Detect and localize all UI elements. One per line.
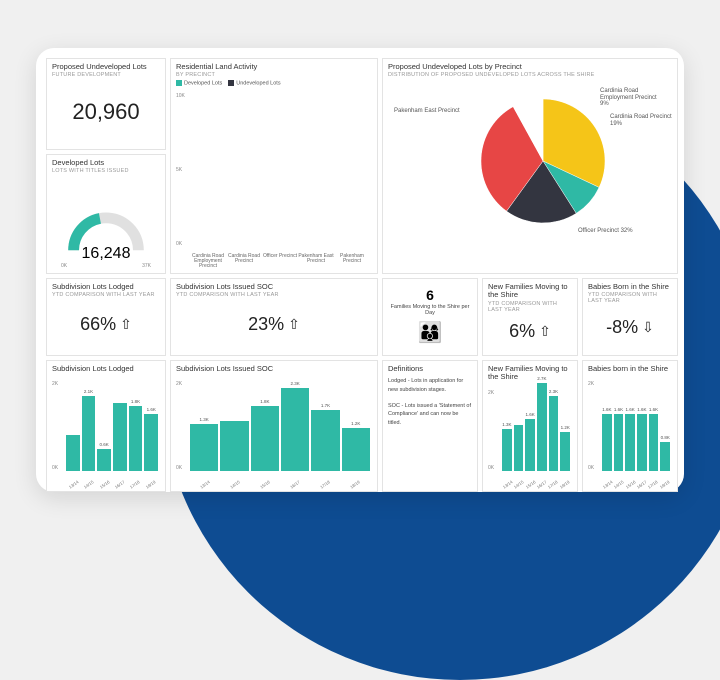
card-residential-activity[interactable]: Residential Land Activity BY PRECINCT De… <box>170 58 378 274</box>
mini4-title: Babies born in the Shire <box>588 365 672 373</box>
pie-title: Proposed Undeveloped Lots by Precinct <box>388 63 672 71</box>
kpi-babies-val: -8% <box>606 317 638 338</box>
up-arrow-icon: ⇧ <box>120 316 132 333</box>
family-people-icon: 👨‍👩‍👦 <box>388 320 472 345</box>
developed-value: 16,248 <box>82 245 131 263</box>
dashboard-container: Proposed Undeveloped Lots FUTURE DEVELOP… <box>36 48 684 492</box>
developed-gauge: 16,248 0K37K <box>52 174 160 269</box>
mini4-chart: 2K0K1.6K1.6K1.6K1.6K1.6K0.8K13/1414/1515… <box>588 375 672 487</box>
proposed-value: 20,960 <box>52 99 160 125</box>
kpi-new-families[interactable]: New Families Moving to the Shire YTD COM… <box>482 278 578 356</box>
mini3-chart: 2K0K1.3K1.6K2.7K2.3K1.2K13/1414/1515/161… <box>488 384 572 488</box>
up-arrow-icon: ⇧ <box>288 316 300 333</box>
kpi-subsoc-val: 23% <box>248 314 284 335</box>
kpi-subdivision-lodged[interactable]: Subdivision Lots Lodged YTD COMPARISON W… <box>46 278 166 356</box>
kpi-babies[interactable]: Babies Born in the Shire YTD COMPARISON … <box>582 278 678 356</box>
card-pie-precinct[interactable]: Proposed Undeveloped Lots by Precinct DI… <box>382 58 678 274</box>
families-text: Families Moving to the Shire per Day <box>388 304 472 316</box>
definition-soc: SOC - Lots issued a 'Statement of Compli… <box>388 402 472 427</box>
kpi-sublodged-title: Subdivision Lots Lodged <box>52 283 160 291</box>
pie-chart: Pakenham East PrecinctCardinia Road Empl… <box>388 78 672 269</box>
kpi-babies-sub: YTD COMPARISON WITH LAST YEAR <box>588 292 672 304</box>
kpi-newfam-title: New Families Moving to the Shire <box>488 283 572 300</box>
mini2-title: Subdivision Lots Issued SOC <box>176 365 372 373</box>
card-proposed-lots[interactable]: Proposed Undeveloped Lots FUTURE DEVELOP… <box>46 58 166 150</box>
kpi-subdivision-soc[interactable]: Subdivision Lots Issued SOC YTD COMPARIS… <box>170 278 378 356</box>
developed-title: Developed Lots <box>52 159 160 167</box>
residential-chart: 10K5K0K 1,580 3,180 2,300 9,919 9,143 6,… <box>176 89 372 269</box>
chart-subdivision-lodged[interactable]: Subdivision Lots Lodged 2K0K2.1K0.6K1.8K… <box>46 360 166 492</box>
mini1-chart: 2K0K2.1K0.6K1.8K1.6K13/1414/1515/1616/17… <box>52 375 160 487</box>
kpi-families-per-day[interactable]: 6 Families Moving to the Shire per Day 👨… <box>382 278 478 356</box>
residential-title: Residential Land Activity <box>176 63 372 71</box>
up-arrow-icon: ⇧ <box>539 323 551 340</box>
definitions-title: Definitions <box>388 365 472 373</box>
kpi-subsoc-title: Subdivision Lots Issued SOC <box>176 283 372 291</box>
mini2-chart: 2K0K1.3K1.8K2.3K1.7K1.2K13/1414/1515/161… <box>176 375 372 487</box>
down-arrow-icon: ⇩ <box>642 319 654 336</box>
residential-legend: Developed LotsUndeveloped Lots <box>176 80 372 86</box>
families-value: 6 <box>388 287 472 303</box>
card-definitions: Definitions Lodged - Lots in application… <box>382 360 478 492</box>
chart-subdivision-soc[interactable]: Subdivision Lots Issued SOC 2K0K1.3K1.8K… <box>170 360 378 492</box>
chart-babies[interactable]: Babies born in the Shire 2K0K1.6K1.6K1.6… <box>582 360 678 492</box>
proposed-title: Proposed Undeveloped Lots <box>52 63 160 71</box>
card-developed-lots[interactable]: Developed Lots LOTS WITH TITLES ISSUED 1… <box>46 154 166 274</box>
residential-sub: BY PRECINCT <box>176 72 372 78</box>
kpi-newfam-sub: YTD COMPARISON WITH LAST YEAR <box>488 301 572 313</box>
kpi-babies-title: Babies Born in the Shire <box>588 283 672 291</box>
kpi-newfam-val: 6% <box>509 321 535 342</box>
definition-lodged: Lodged - Lots in application for new sub… <box>388 377 472 394</box>
chart-new-families[interactable]: New Families Moving to the Shire 2K0K1.3… <box>482 360 578 492</box>
kpi-sublodged-val: 66% <box>80 314 116 335</box>
mini3-title: New Families Moving to the Shire <box>488 365 572 382</box>
mini1-title: Subdivision Lots Lodged <box>52 365 160 373</box>
proposed-sub: FUTURE DEVELOPMENT <box>52 72 160 78</box>
